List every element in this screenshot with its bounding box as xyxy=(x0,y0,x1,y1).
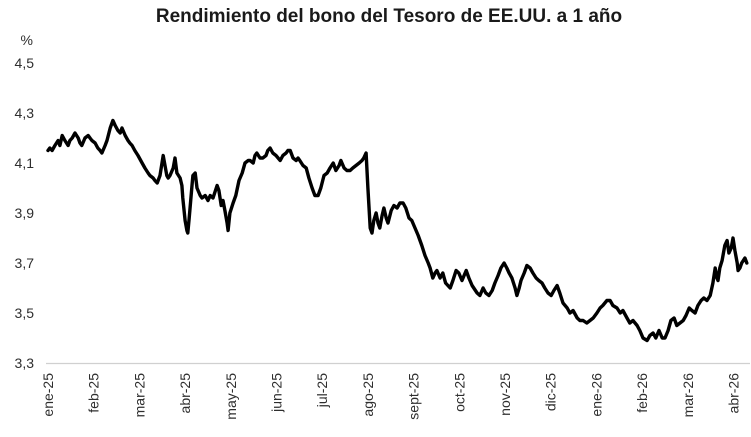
x-tick-label: ene-25 xyxy=(40,373,56,417)
x-tick-label: jul-25 xyxy=(314,373,330,408)
y-tick-label: 4,3 xyxy=(15,105,35,121)
y-tick-label: 4,5 xyxy=(15,55,35,71)
y-axis-labels: % 4,5 4,3 4,1 3,9 3,7 3,5 3,3 xyxy=(15,32,35,371)
x-tick-label: abr-26 xyxy=(726,373,742,414)
x-tick-label: feb-26 xyxy=(634,373,650,413)
x-axis-labels: ene-25 feb-25 mar-25 abr-25 may-25 jun-25 jul-… xyxy=(40,373,742,420)
y-tick-label: 3,5 xyxy=(15,305,35,321)
x-tick-label: abr-25 xyxy=(177,373,193,414)
x-tick-label: ago-25 xyxy=(360,373,376,417)
yield-line xyxy=(46,118,749,343)
y-tick-label: 3,3 xyxy=(15,355,35,371)
x-tick-label: nov-25 xyxy=(497,373,513,416)
chart-title: Rendimiento del bono del Tesoro de EE.UU… xyxy=(155,6,623,27)
x-tick-label: ene-26 xyxy=(588,373,604,417)
y-tick-label: 3,7 xyxy=(15,255,35,271)
x-tick-label: dic-25 xyxy=(543,373,559,411)
y-axis-unit-label: % xyxy=(21,32,33,48)
x-tick-label: may-25 xyxy=(223,373,239,420)
x-tick-label: feb-25 xyxy=(86,373,102,413)
y-tick-label: 3,9 xyxy=(15,205,35,221)
x-tick-label: jun-25 xyxy=(269,373,285,413)
x-tick-label: sept-25 xyxy=(406,373,422,420)
y-tick-label: 4,1 xyxy=(15,155,35,171)
x-tick-label: mar-25 xyxy=(131,373,147,418)
x-tick-label: oct-25 xyxy=(451,373,467,412)
x-tick-label: mar-26 xyxy=(680,373,696,418)
